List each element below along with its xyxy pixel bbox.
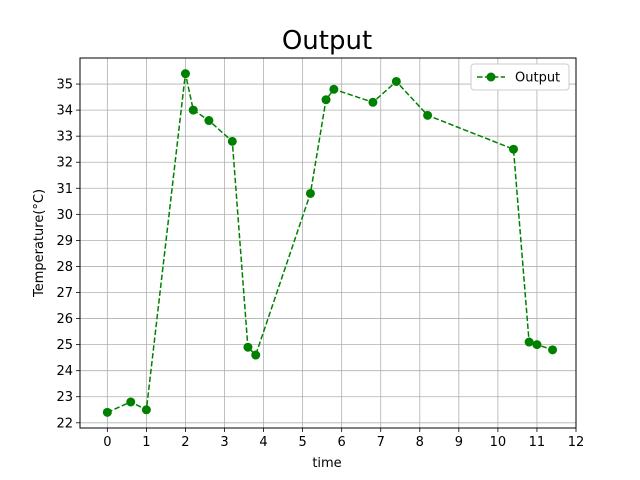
x-axis-ticks: 0 1 2 3 4 5 6 7 8 9 10 11 12 [103, 428, 584, 450]
y-tick-label: 35 [56, 78, 73, 93]
x-tick-label: 8 [416, 435, 424, 450]
data-point [126, 397, 136, 407]
x-tick-label: 4 [259, 435, 267, 450]
data-point [188, 105, 198, 115]
data-point [524, 337, 534, 347]
y-tick-label: 31 [56, 182, 73, 197]
data-point [305, 188, 315, 198]
data-point [243, 342, 253, 352]
data-point [102, 407, 112, 417]
chart-title: Output [282, 26, 372, 56]
y-axis-label: Temperature(°C) [32, 189, 47, 298]
legend-box [470, 63, 570, 91]
data-point [141, 405, 151, 415]
data-point [391, 76, 401, 86]
x-axis-label: time [312, 456, 341, 471]
x-tick-label: 6 [338, 435, 346, 450]
data-point [204, 116, 214, 126]
data-point [329, 84, 339, 94]
data-point [368, 97, 378, 107]
y-tick-label: 25 [56, 338, 73, 353]
y-axis-ticks: 22 23 24 25 26 27 28 29 30 31 32 33 34 35 [56, 78, 80, 431]
data-point [227, 136, 237, 146]
data-point [423, 110, 433, 120]
grid-lines [80, 58, 577, 428]
x-tick-label: 10 [490, 435, 507, 450]
x-tick-label: 11 [529, 435, 546, 450]
x-tick-label: 5 [298, 435, 306, 450]
data-point [548, 345, 558, 355]
y-tick-label: 32 [56, 156, 73, 171]
y-tick-label: 28 [56, 260, 73, 275]
series-layer [102, 69, 558, 417]
x-tick-label: 2 [181, 435, 189, 450]
series-line [106, 73, 553, 414]
x-tick-label: 7 [377, 435, 385, 450]
legend-entry-output: Output [515, 71, 560, 86]
plot-area-frame [79, 57, 577, 429]
legend-marker-sample [486, 72, 496, 82]
y-tick-label: 29 [56, 234, 73, 249]
y-tick-label: 24 [56, 364, 73, 379]
y-tick-label: 27 [56, 286, 73, 301]
x-tick-label: 1 [142, 435, 150, 450]
y-tick-label: 22 [56, 416, 73, 431]
legend: Output [470, 63, 570, 91]
y-tick-label: 26 [56, 312, 73, 327]
x-tick-label: 9 [455, 435, 463, 450]
data-point [532, 340, 542, 350]
data-point [509, 144, 519, 154]
x-tick-label: 0 [103, 435, 111, 450]
y-tick-label: 34 [56, 104, 73, 119]
x-tick-label: 12 [568, 435, 585, 450]
y-tick-label: 30 [56, 208, 73, 223]
y-tick-label: 23 [56, 390, 73, 405]
data-point [321, 95, 331, 105]
data-point [251, 350, 261, 360]
x-tick-label: 3 [220, 435, 228, 450]
y-tick-label: 33 [56, 130, 73, 145]
data-point [180, 69, 190, 79]
